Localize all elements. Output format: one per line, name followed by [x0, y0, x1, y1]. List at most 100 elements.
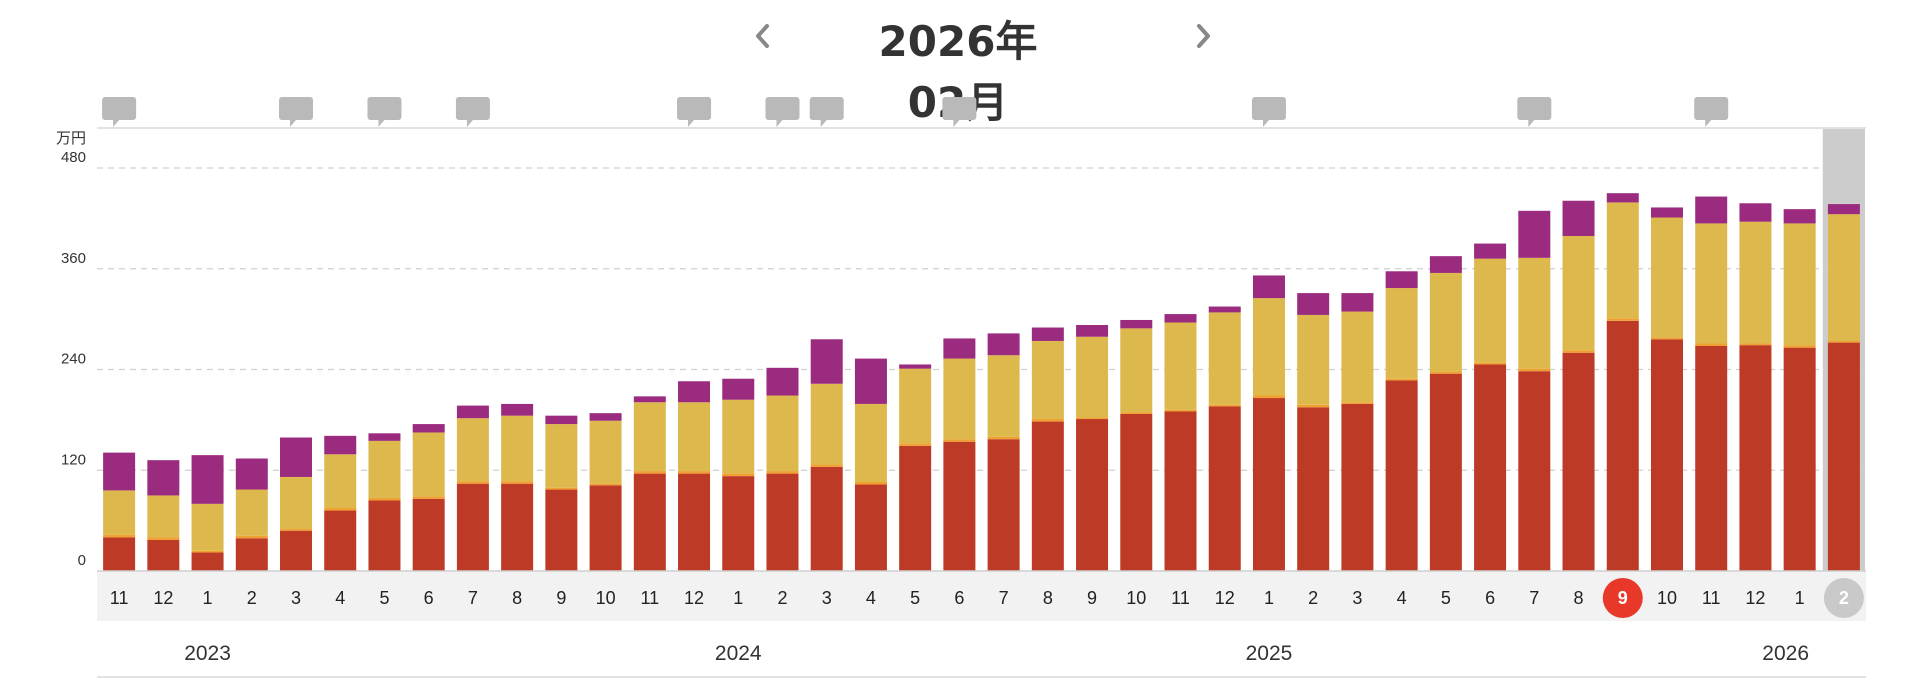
bar-segment[interactable]	[722, 476, 755, 571]
bar-segment[interactable]	[854, 482, 887, 485]
bar-segment[interactable]	[1606, 202, 1639, 319]
bar-segment[interactable]	[1650, 339, 1683, 571]
bar-segment[interactable]	[368, 500, 401, 571]
speech-bubble-icon[interactable]	[102, 97, 137, 127]
bar-segment[interactable]	[1031, 419, 1064, 422]
bar-segment[interactable]	[678, 402, 711, 472]
bar-segment[interactable]	[324, 508, 357, 511]
bar-segment[interactable]	[1827, 214, 1860, 341]
x-tick-label[interactable]: 9	[556, 588, 566, 608]
bar-segment[interactable]	[1120, 412, 1153, 414]
speech-bubble-icon[interactable]	[1694, 97, 1729, 127]
bar-segment[interactable]	[1429, 373, 1462, 571]
bar-segment[interactable]	[324, 435, 357, 455]
x-tick-label[interactable]: 4	[866, 588, 876, 608]
x-tick-label[interactable]: 8	[512, 588, 522, 608]
bar-segment[interactable]	[589, 420, 622, 484]
bar-segment[interactable]	[1783, 223, 1816, 346]
x-tick-label[interactable]: 9	[1618, 588, 1628, 608]
bar-segment[interactable]	[633, 402, 666, 472]
bar-segment[interactable]	[722, 378, 755, 400]
bar-segment[interactable]	[1783, 345, 1816, 348]
bar-segment[interactable]	[147, 495, 180, 538]
bar-segment[interactable]	[943, 439, 976, 442]
speech-bubble-icon[interactable]	[1517, 97, 1552, 127]
bar-segment[interactable]	[456, 418, 489, 482]
bar-segment[interactable]	[678, 473, 711, 571]
bar-segment[interactable]	[103, 534, 136, 538]
bar-segment[interactable]	[1076, 325, 1109, 337]
bar-segment[interactable]	[1385, 380, 1418, 571]
bar-segment[interactable]	[678, 381, 711, 403]
bar-segment[interactable]	[235, 489, 268, 536]
x-tick-label[interactable]: 1	[203, 588, 213, 608]
bar-segment[interactable]	[1252, 395, 1285, 399]
bar-segment[interactable]	[1695, 343, 1728, 346]
bar-segment[interactable]	[943, 338, 976, 359]
bar-segment[interactable]	[1650, 207, 1683, 218]
bar-segment[interactable]	[1031, 340, 1064, 420]
bar-segment[interactable]	[103, 537, 136, 571]
bar-segment[interactable]	[722, 399, 755, 474]
x-tick-label[interactable]: 4	[1397, 588, 1407, 608]
x-tick-label[interactable]: 10	[1126, 588, 1146, 608]
bar-segment[interactable]	[368, 433, 401, 441]
x-tick-label[interactable]: 3	[822, 588, 832, 608]
bar-segment[interactable]	[987, 439, 1020, 571]
bar-segment[interactable]	[501, 481, 534, 484]
bar-segment[interactable]	[412, 496, 445, 499]
bar-segment[interactable]	[1518, 210, 1551, 258]
bar-segment[interactable]	[191, 503, 224, 551]
speech-bubble-icon[interactable]	[677, 97, 712, 127]
bar-segment[interactable]	[1208, 306, 1241, 313]
x-tick-label[interactable]: 11	[110, 588, 129, 608]
x-tick-label[interactable]: 4	[335, 588, 345, 608]
x-tick-label[interactable]: 11	[640, 588, 659, 608]
bar-segment[interactable]	[1518, 257, 1551, 369]
bar-segment[interactable]	[722, 473, 755, 477]
bar-segment[interactable]	[1341, 402, 1374, 404]
bar-segment[interactable]	[545, 489, 578, 571]
bar-segment[interactable]	[1827, 340, 1860, 343]
bar-segment[interactable]	[1562, 352, 1595, 571]
x-tick-label[interactable]: 3	[1352, 588, 1362, 608]
bar-segment[interactable]	[899, 364, 932, 369]
bar-segment[interactable]	[1518, 371, 1551, 571]
bar-segment[interactable]	[280, 476, 313, 530]
bar-segment[interactable]	[1783, 209, 1816, 224]
bar-segment[interactable]	[1606, 193, 1639, 203]
bar-segment[interactable]	[1739, 343, 1772, 346]
speech-bubble-icon[interactable]	[367, 97, 402, 127]
bar-segment[interactable]	[147, 460, 180, 496]
selected-month-marker[interactable]	[1602, 578, 1643, 618]
bar-segment[interactable]	[324, 510, 357, 571]
bar-segment[interactable]	[943, 358, 976, 440]
bar-segment[interactable]	[1120, 328, 1153, 413]
bar-segment[interactable]	[1827, 204, 1860, 215]
bar-segment[interactable]	[1429, 372, 1462, 374]
speech-bubble-icon[interactable]	[765, 97, 800, 127]
bar-segment[interactable]	[1474, 364, 1507, 571]
bar-segment[interactable]	[368, 497, 401, 501]
bar-segment[interactable]	[1562, 200, 1595, 237]
bar-segment[interactable]	[1695, 223, 1728, 344]
bar-segment[interactable]	[1164, 411, 1197, 571]
bar-segment[interactable]	[1297, 407, 1330, 571]
bar-segment[interactable]	[987, 333, 1020, 356]
x-tick-label[interactable]: 8	[1574, 588, 1584, 608]
bar-segment[interactable]	[280, 529, 313, 531]
bar-segment[interactable]	[545, 424, 578, 488]
x-tick-label[interactable]: 2	[247, 588, 257, 608]
bar-segment[interactable]	[368, 440, 401, 498]
bar-segment[interactable]	[1739, 345, 1772, 571]
bar-segment[interactable]	[1297, 293, 1330, 315]
bar-segment[interactable]	[1076, 336, 1109, 418]
bar-segment[interactable]	[1297, 314, 1330, 405]
bar-segment[interactable]	[1385, 378, 1418, 381]
bar-segment[interactable]	[1120, 413, 1153, 571]
bar-segment[interactable]	[280, 530, 313, 571]
bar-segment[interactable]	[456, 483, 489, 571]
bar-segment[interactable]	[1164, 314, 1197, 323]
speech-bubble-icon[interactable]	[455, 97, 490, 127]
bar-segment[interactable]	[1474, 243, 1507, 259]
